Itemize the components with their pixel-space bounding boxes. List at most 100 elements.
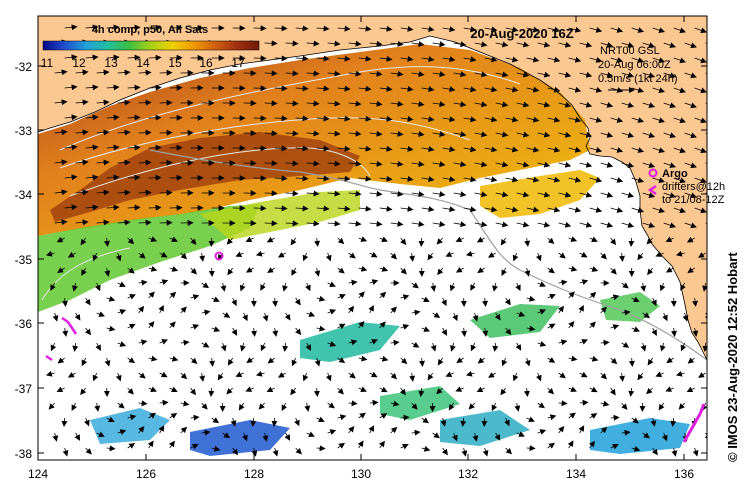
current-arrow: [526, 416, 535, 422]
current-arrow: [712, 268, 716, 275]
current-arrow: [658, 402, 665, 411]
current-arrow: [675, 250, 685, 257]
current-arrow: [348, 160, 362, 167]
current-arrow: [646, 237, 653, 245]
current-arrow: [74, 432, 81, 441]
current-arrow: [558, 400, 568, 407]
current-arrow: [379, 266, 389, 272]
current-arrow: [337, 237, 345, 245]
current-arrow: [495, 131, 509, 138]
shelf-edge: [149, 149, 707, 361]
current-arrow: [665, 266, 674, 273]
current-arrow: [463, 26, 477, 33]
current-arrow: [568, 176, 582, 183]
current-arrow: [600, 400, 610, 407]
current-arrow: [190, 443, 199, 450]
current-arrow: [442, 206, 456, 213]
current-arrow: [432, 71, 446, 78]
current-arrow: [337, 387, 344, 395]
current-arrow: [348, 220, 362, 227]
current-arrow: [694, 57, 707, 64]
current-arrow: [337, 175, 351, 182]
current-arrow: [642, 102, 656, 108]
current-arrow: [379, 205, 393, 212]
current-arrow: [670, 417, 677, 427]
current-arrow: [117, 402, 125, 409]
current-arrow: [211, 296, 220, 302]
current-arrow: [505, 86, 519, 93]
current-arrow: [558, 161, 572, 168]
current-arrow: [663, 42, 676, 49]
current-arrow: [476, 386, 485, 393]
current-arrow: [651, 447, 658, 456]
current-arrow: [621, 222, 635, 228]
current-arrow: [255, 250, 265, 257]
current-arrow: [547, 323, 556, 330]
current-arrow: [526, 56, 540, 63]
current-arrow: [369, 220, 383, 227]
current-arrow: [432, 312, 441, 318]
current-arrow: [294, 417, 300, 427]
current-arrow: [239, 282, 246, 292]
current-arrow: [631, 147, 645, 153]
current-arrow: [169, 386, 178, 393]
current-arrow: [127, 387, 134, 395]
current-arrow: [45, 370, 55, 377]
current-arrow: [348, 372, 356, 379]
current-arrow: [96, 159, 110, 166]
current-arrow: [64, 54, 78, 61]
current-arrow: [610, 324, 620, 330]
current-arrow: [169, 291, 177, 299]
current-arrow: [271, 417, 278, 427]
current-arrow: [445, 371, 454, 377]
colorbar-tick: 16: [199, 56, 213, 70]
current-arrow: [537, 402, 545, 409]
current-arrow: [463, 146, 477, 153]
current-arrow: [54, 99, 68, 106]
current-arrow: [526, 295, 536, 302]
current-arrow: [64, 204, 78, 211]
current-arrow: [290, 387, 297, 396]
current-arrow: [432, 131, 446, 138]
current-arrow: [358, 205, 372, 212]
current-arrow: [568, 386, 577, 392]
current-arrow: [600, 192, 614, 198]
current-arrow: [516, 41, 530, 48]
current-arrow: [50, 342, 57, 352]
current-arrow: [716, 58, 727, 62]
current-arrow: [211, 417, 220, 424]
current-arrow: [369, 339, 378, 345]
drifter-track-icon: [647, 184, 657, 196]
current-arrow: [461, 327, 467, 337]
current-arrow: [558, 221, 572, 228]
current-arrow: [687, 267, 695, 274]
current-arrow: [663, 162, 676, 169]
current-arrow: [501, 267, 507, 276]
current-arrow: [716, 148, 727, 152]
current-arrow: [290, 237, 297, 246]
current-arrow: [547, 206, 561, 213]
current-arrow: [390, 190, 404, 197]
current-arrow: [505, 447, 513, 455]
current-arrow: [663, 102, 676, 109]
current-arrow: [547, 357, 556, 363]
current-arrow: [578, 425, 585, 434]
current-arrow: [106, 114, 120, 121]
current-arrow: [190, 294, 200, 301]
current-arrow: [138, 129, 152, 136]
current-arrow: [694, 117, 707, 124]
current-arrow: [285, 70, 299, 77]
current-arrow: [106, 144, 120, 151]
current-arrow: [316, 295, 326, 302]
current-arrow: [75, 159, 89, 166]
current-arrow: [75, 129, 89, 136]
current-arrow: [421, 176, 435, 183]
current-arrow: [85, 174, 99, 181]
current-arrow: [698, 252, 706, 258]
current-arrow: [558, 131, 572, 138]
current-arrow: [316, 145, 330, 152]
current-arrow: [441, 297, 447, 307]
current-arrow: [488, 372, 496, 378]
current-arrow: [327, 281, 336, 287]
current-arrow: [675, 370, 685, 377]
